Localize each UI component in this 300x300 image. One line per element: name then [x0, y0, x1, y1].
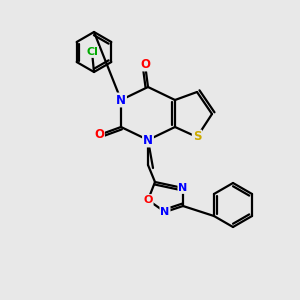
Text: Cl: Cl — [86, 47, 98, 57]
Text: N: N — [116, 94, 126, 106]
Text: N: N — [143, 134, 153, 146]
Text: O: O — [94, 128, 104, 142]
Text: O: O — [143, 195, 153, 205]
Text: N: N — [178, 183, 188, 193]
Text: S: S — [193, 130, 201, 143]
Text: O: O — [140, 58, 150, 70]
Text: N: N — [160, 207, 169, 217]
